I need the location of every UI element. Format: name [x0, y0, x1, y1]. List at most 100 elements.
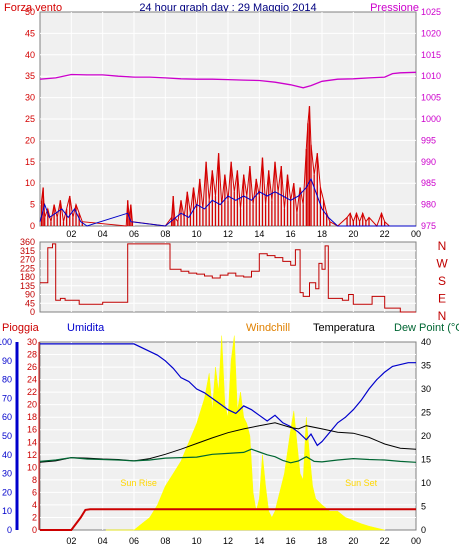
pressure-tick-label: 1010: [421, 71, 441, 81]
pressure-tick-label: 1015: [421, 50, 441, 60]
pressure-tick-label: 1005: [421, 93, 441, 103]
temp-x-tick-label: 06: [129, 536, 139, 546]
temp-tick-label: 40: [421, 337, 431, 347]
axis-ticks: 0510152025303540455097598098599099510001…: [0, 7, 448, 546]
humidity-tick-label: 70: [2, 393, 12, 403]
direction-tick-label: 315: [20, 246, 35, 256]
rain-tick-label: 30: [27, 337, 37, 347]
rain-tick-label: 16: [27, 425, 37, 435]
rain-line: [40, 508, 416, 531]
temp-x-tick-label: 20: [348, 536, 358, 546]
wind-direction-line: [40, 243, 416, 313]
humidity-tick-label: 90: [2, 356, 12, 366]
temp-x-tick-label: 14: [254, 536, 264, 546]
humidity-tick-label: 80: [2, 375, 12, 385]
compass-letter: W: [436, 257, 448, 271]
humidity-tick-label: 10: [2, 506, 12, 516]
direction-tick-label: 225: [20, 263, 35, 273]
temp-x-tick-label: 10: [192, 536, 202, 546]
wind-x-tick-label: 04: [98, 229, 108, 239]
rain-tick-label: 4: [32, 500, 37, 510]
compass-letter: E: [438, 292, 446, 306]
rain-tick-label: 10: [27, 462, 37, 472]
rain-tick-label: 14: [27, 437, 37, 447]
wind-tick-label: 40: [25, 50, 35, 60]
wind-x-tick-label: 08: [160, 229, 170, 239]
wind-tick-label: 20: [25, 135, 35, 145]
graph-title: 24 hour graph day : 29 Maggio 2014: [139, 2, 316, 14]
wind-tick-label: 30: [25, 93, 35, 103]
humidity-line: [40, 343, 416, 447]
temp-tick-label: 30: [421, 384, 431, 394]
wind-x-tick-label: 06: [129, 229, 139, 239]
windchill-label: Windchill: [246, 322, 290, 334]
humidity-tick-label: 100: [0, 337, 12, 347]
wind-x-tick-label: 20: [348, 229, 358, 239]
direction-tick-label: 360: [20, 237, 35, 247]
pressure-tick-label: 1020: [421, 28, 441, 38]
wind-tick-label: 15: [25, 157, 35, 167]
rain-tick-label: 24: [27, 375, 37, 385]
dewpoint-line: [39, 448, 417, 464]
temp-x-tick-label: 00: [411, 536, 421, 546]
humidity-tick-label: 20: [2, 487, 12, 497]
rain-tick-label: 0: [32, 525, 37, 535]
wind-tick-label: 0: [30, 221, 35, 231]
wind-speed-line: [41, 106, 416, 227]
wind-tick-label: 35: [25, 71, 35, 81]
direction-tick-label: 45: [25, 298, 35, 308]
wind-x-tick-label: 02: [66, 229, 76, 239]
wind-tick-label: 10: [25, 178, 35, 188]
temp-tick-label: 15: [421, 455, 431, 465]
direction-tick-label: 135: [20, 281, 35, 291]
wind-x-tick-label: 10: [192, 229, 202, 239]
data-series: Sun Rise Sun Set: [39, 71, 417, 531]
rain-tick-label: 2: [32, 512, 37, 522]
direction-tick-label: 90: [25, 290, 35, 300]
temp-x-tick-label: 16: [286, 536, 296, 546]
pressure-tick-label: 985: [421, 178, 436, 188]
wind-x-tick-label: 16: [286, 229, 296, 239]
direction-tick-label: 0: [30, 307, 35, 317]
pressure-tick-label: 980: [421, 200, 436, 210]
temp-x-tick-label: 02: [66, 536, 76, 546]
wind-x-tick-label: 00: [411, 229, 421, 239]
solar-radiation-area: [105, 335, 385, 531]
rain-tick-label: 6: [32, 487, 37, 497]
rain-tick-label: 28: [27, 350, 37, 360]
sunrise-label: Sun Rise: [120, 478, 157, 488]
direction-tick-label: 270: [20, 255, 35, 265]
temp-x-tick-label: 18: [317, 536, 327, 546]
wind-x-tick-label: 22: [380, 229, 390, 239]
rain-tick-label: 8: [32, 475, 37, 485]
wind-tick-label: 50: [25, 7, 35, 17]
wind-tick-label: 45: [25, 28, 35, 38]
temp-x-tick-label: 22: [380, 536, 390, 546]
temp-tick-label: 5: [421, 502, 426, 512]
wind-x-tick-label: 12: [223, 229, 233, 239]
wind-tick-label: 25: [25, 114, 35, 124]
pressure-tick-label: 975: [421, 221, 436, 231]
rain-tick-label: 26: [27, 362, 37, 372]
humidity-tick-label: 60: [2, 412, 12, 422]
temp-tick-label: 35: [421, 361, 431, 371]
pressure-tick-label: 990: [421, 157, 436, 167]
rain-tick-label: 22: [27, 387, 37, 397]
dewpoint-label: Dew Point (°C: [394, 322, 459, 334]
wind-x-tick-label: 14: [254, 229, 264, 239]
direction-tick-label: 180: [20, 272, 35, 282]
temp-tick-label: 25: [421, 408, 431, 418]
pressure-label: Pressione: [370, 2, 419, 14]
compass-letter: N: [438, 309, 447, 323]
compass-letter: S: [438, 274, 446, 288]
temp-x-tick-label: 08: [160, 536, 170, 546]
wind-x-tick-label: 18: [317, 229, 327, 239]
temp-tick-label: 20: [421, 431, 431, 441]
pressure-line: [39, 71, 417, 89]
rain-tick-label: 12: [27, 450, 37, 460]
pressure-tick-label: 1025: [421, 7, 441, 17]
temp-tick-label: 10: [421, 478, 431, 488]
wind-gust-line: [39, 177, 416, 227]
rain-label: Pioggia: [2, 322, 40, 334]
